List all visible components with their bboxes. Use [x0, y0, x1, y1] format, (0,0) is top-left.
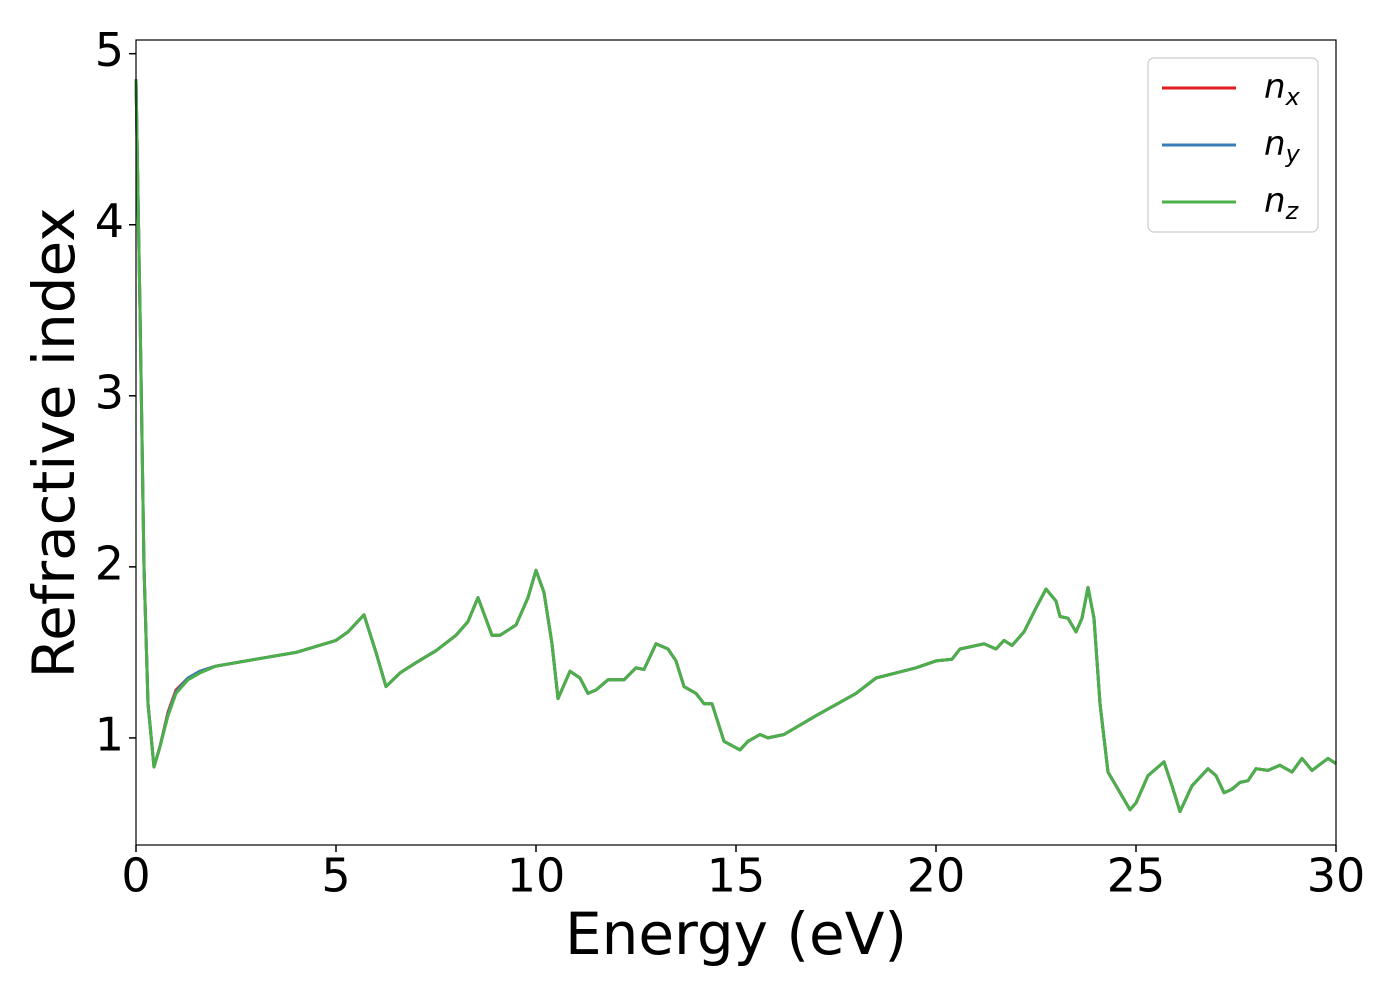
- y-tick-label: 3: [95, 365, 124, 419]
- y-tick-label: 2: [95, 536, 124, 590]
- x-axis-label: Energy (eV): [565, 900, 907, 968]
- y-axis-label: Refractive index: [20, 207, 88, 678]
- y-tick-label: 4: [95, 194, 124, 248]
- legend-label: ny: [1264, 124, 1301, 169]
- series-line: [134, 79, 1337, 813]
- plot-frame: [135, 39, 1337, 846]
- x-tick-label: 15: [707, 849, 766, 903]
- x-tick-label: 5: [321, 849, 350, 903]
- x-tick-label: 10: [507, 849, 566, 903]
- x-tick-label: 30: [1307, 849, 1366, 903]
- y-tick-label: 1: [95, 707, 124, 761]
- y-tick-label: 5: [95, 23, 124, 77]
- x-tick-label: 25: [1107, 849, 1166, 903]
- x-tick-label: 20: [907, 849, 966, 903]
- legend-label: nx: [1264, 67, 1301, 112]
- legend-label: nz: [1264, 181, 1300, 226]
- x-tick-label: 0: [121, 849, 150, 903]
